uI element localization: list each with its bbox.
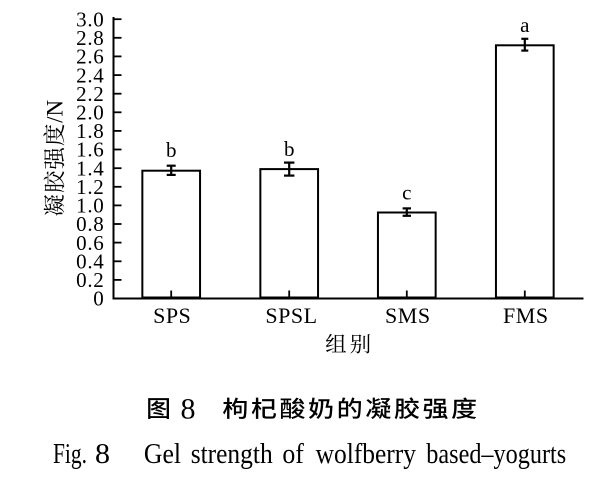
svg-text:c: c	[402, 181, 411, 205]
svg-text:0.2: 0.2	[76, 268, 104, 292]
svg-text:a: a	[520, 13, 530, 37]
svg-text:SPSL: SPSL	[265, 303, 317, 328]
svg-text:SPS: SPS	[153, 303, 191, 328]
svg-text:b: b	[166, 138, 177, 162]
svg-text:2.8: 2.8	[76, 26, 104, 50]
svg-text:Fig.: Fig.	[53, 439, 87, 470]
svg-text:strength: strength	[191, 439, 273, 470]
svg-text:1.2: 1.2	[76, 175, 104, 199]
svg-text:SMS: SMS	[385, 303, 431, 328]
svg-text:2.6: 2.6	[76, 45, 104, 69]
svg-text:/N: /N	[43, 100, 68, 123]
svg-text:8: 8	[181, 392, 196, 425]
svg-text:2.2: 2.2	[76, 82, 104, 106]
svg-text:0.8: 0.8	[76, 212, 104, 236]
svg-text:0: 0	[93, 287, 104, 311]
svg-text:b: b	[284, 137, 295, 161]
svg-text:Gel: Gel	[144, 439, 181, 470]
svg-text:3.0: 3.0	[76, 7, 104, 31]
svg-text:1.6: 1.6	[76, 138, 104, 162]
svg-text:1.0: 1.0	[76, 194, 104, 218]
svg-text:based–yogurts: based–yogurts	[426, 439, 566, 470]
svg-text:0.6: 0.6	[76, 231, 104, 255]
svg-text:8: 8	[95, 439, 110, 470]
svg-text:FMS: FMS	[503, 303, 549, 328]
svg-text:2.0: 2.0	[76, 101, 104, 125]
svg-text:of: of	[282, 439, 304, 470]
svg-text:2.4: 2.4	[76, 63, 104, 87]
svg-text:0.4: 0.4	[76, 250, 104, 274]
svg-text:1.4: 1.4	[76, 156, 104, 180]
svg-text:wolfberry: wolfberry	[316, 439, 417, 470]
svg-text:1.8: 1.8	[76, 119, 104, 143]
